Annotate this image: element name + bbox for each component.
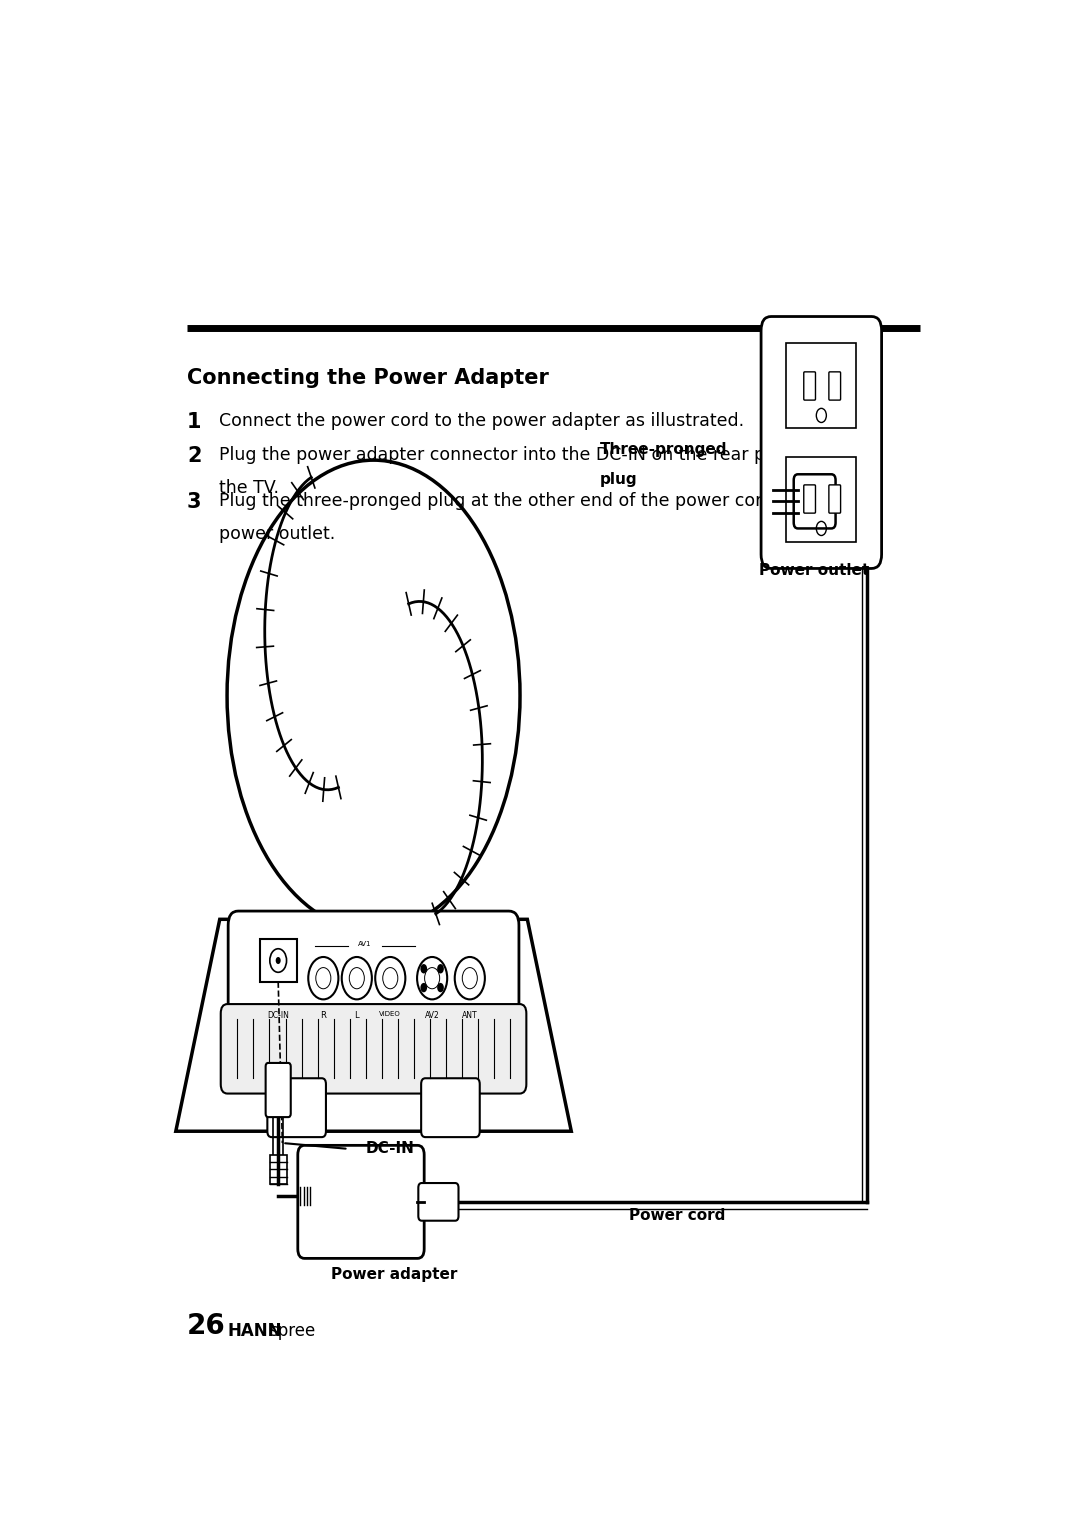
Text: AV1: AV1 (359, 940, 372, 946)
Circle shape (437, 983, 444, 992)
Text: the TV.: the TV. (218, 479, 279, 497)
Text: DC-IN: DC-IN (365, 1141, 414, 1156)
FancyBboxPatch shape (786, 457, 856, 541)
Text: 1: 1 (187, 411, 201, 431)
FancyBboxPatch shape (418, 1183, 459, 1220)
Text: 2: 2 (187, 446, 201, 466)
Text: ANT: ANT (462, 1011, 477, 1020)
FancyBboxPatch shape (828, 372, 840, 401)
FancyBboxPatch shape (421, 1078, 480, 1138)
Text: L: L (354, 1011, 360, 1020)
Text: VIDEO: VIDEO (379, 1011, 401, 1017)
FancyBboxPatch shape (260, 939, 297, 982)
Text: Three-pronged: Three-pronged (599, 442, 727, 457)
Ellipse shape (227, 460, 521, 931)
Text: Power adapter: Power adapter (332, 1266, 458, 1281)
Circle shape (420, 983, 427, 992)
Text: Power cord: Power cord (629, 1208, 725, 1223)
Text: 26: 26 (187, 1312, 226, 1339)
FancyBboxPatch shape (298, 1145, 424, 1258)
FancyBboxPatch shape (220, 1005, 526, 1093)
Polygon shape (176, 919, 571, 1131)
FancyBboxPatch shape (761, 317, 881, 569)
Text: Connect the power cord to the power adapter as illustrated.: Connect the power cord to the power adap… (218, 411, 744, 430)
FancyBboxPatch shape (804, 485, 815, 514)
Circle shape (420, 965, 427, 974)
FancyBboxPatch shape (268, 1078, 326, 1138)
Circle shape (437, 965, 444, 974)
Text: HANN: HANN (227, 1321, 282, 1339)
Text: R: R (321, 1011, 326, 1020)
Text: AV2: AV2 (424, 1011, 440, 1020)
FancyBboxPatch shape (228, 911, 518, 1021)
Text: 3: 3 (187, 492, 201, 512)
FancyBboxPatch shape (794, 474, 836, 529)
Text: power outlet.: power outlet. (218, 524, 335, 543)
FancyBboxPatch shape (270, 1154, 286, 1185)
Text: plug: plug (599, 472, 637, 486)
Text: Plug the power adapter connector into the DC-IN on the rear panel of: Plug the power adapter connector into th… (218, 446, 824, 463)
Text: spree: spree (269, 1321, 315, 1339)
Text: Power outlet: Power outlet (758, 563, 868, 578)
FancyBboxPatch shape (828, 485, 840, 514)
FancyBboxPatch shape (786, 344, 856, 428)
Circle shape (275, 957, 281, 965)
FancyBboxPatch shape (266, 1063, 291, 1118)
FancyBboxPatch shape (804, 372, 815, 401)
Text: Connecting the Power Adapter: Connecting the Power Adapter (187, 368, 549, 388)
Text: Plug the three-pronged plug at the other end of the power cord into a: Plug the three-pronged plug at the other… (218, 492, 828, 511)
Text: DC-IN: DC-IN (267, 1011, 289, 1020)
